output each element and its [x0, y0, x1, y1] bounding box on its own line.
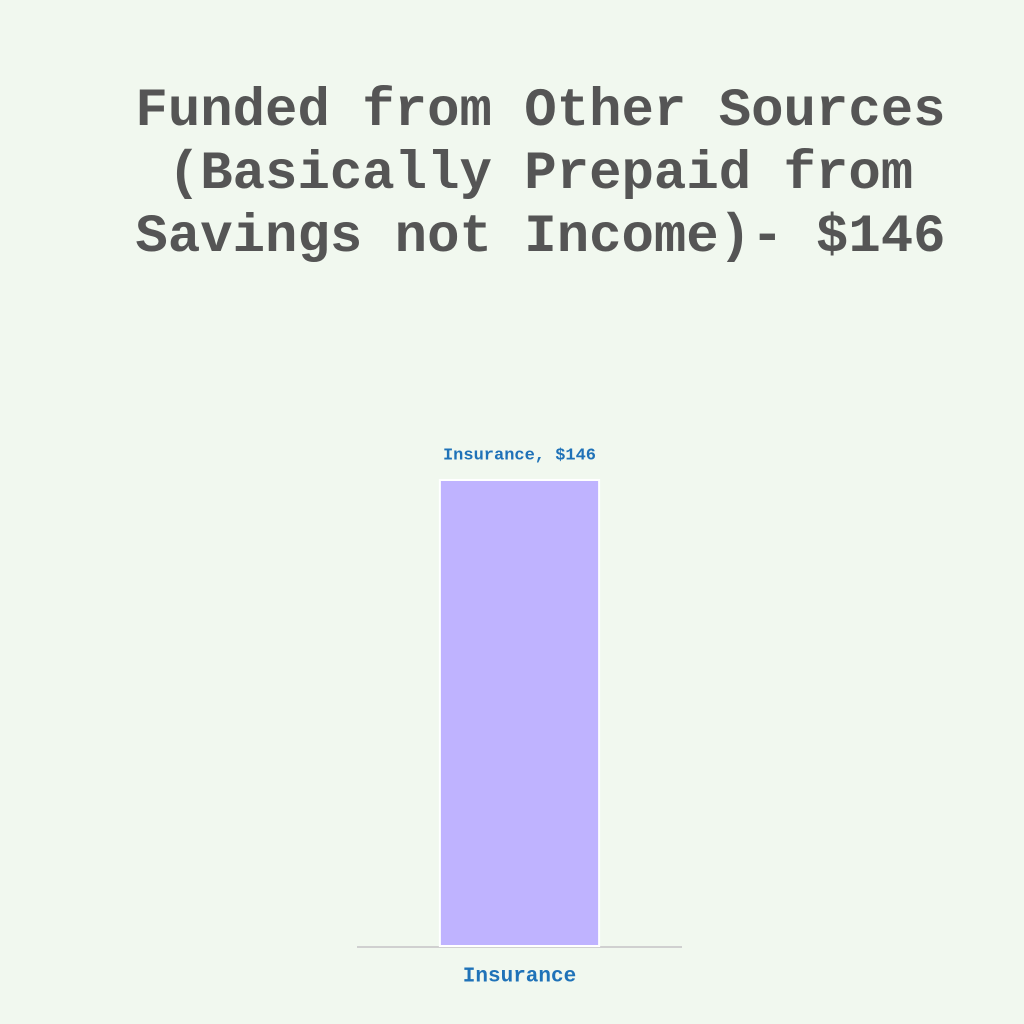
x-tick-label: Insurance — [463, 966, 576, 989]
bar — [438, 479, 601, 947]
chart-title: Funded from Other Sources (Basically Pre… — [135, 81, 946, 268]
data-label: Insurance, $146 — [443, 446, 596, 465]
